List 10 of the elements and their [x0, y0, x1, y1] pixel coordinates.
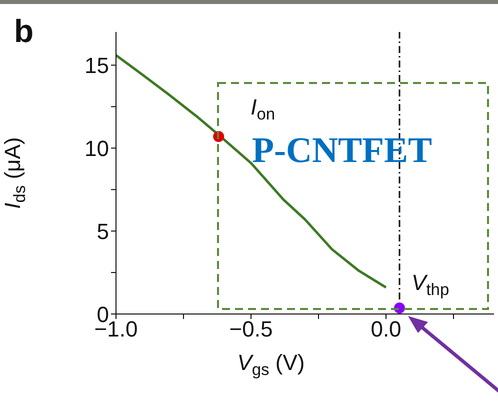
y-tick-label: 10	[84, 136, 109, 161]
x-axis-title: V$_{gs}$ (V)	[237, 350, 305, 379]
annotation: P-CNTFET	[252, 130, 432, 170]
annotation: I$_{on}$	[250, 94, 276, 124]
y-tick-label: 15	[84, 52, 109, 78]
x-tick-label: −0.5	[229, 316, 273, 342]
text: b	[14, 13, 34, 49]
annotation: V$_{thp}$	[412, 270, 450, 299]
y-tick-label: 5	[96, 218, 109, 244]
x-tick-label: 0.0	[370, 316, 402, 342]
